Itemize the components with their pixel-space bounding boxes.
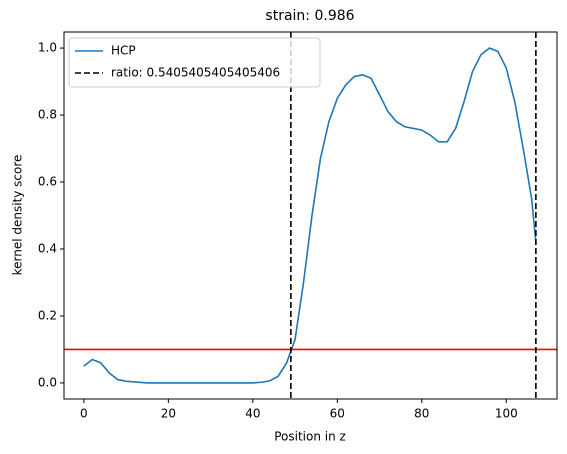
x-tick-label: 100 <box>495 407 518 421</box>
legend-label: ratio: 0.5405405405405406 <box>111 66 280 80</box>
x-tick-label: 60 <box>330 407 345 421</box>
y-tick-label: 0.4 <box>38 241 57 255</box>
legend-label: HCP <box>111 44 136 58</box>
y-tick-label: 0.8 <box>38 108 57 122</box>
x-tick-label: 20 <box>161 407 176 421</box>
x-tick-label: 40 <box>245 407 260 421</box>
y-tick-label: 0.0 <box>38 375 57 389</box>
x-tick-label: 80 <box>414 407 429 421</box>
y-axis-label: kernel density score <box>11 155 25 276</box>
axes-frame <box>63 31 558 400</box>
y-tick-label: 0.6 <box>38 175 57 189</box>
y-tick-label: 0.2 <box>38 308 57 322</box>
x-axis-label: Position in z <box>274 430 346 444</box>
x-tick-label: 0 <box>80 407 88 421</box>
y-tick-label: 1.0 <box>38 41 57 55</box>
data-line <box>83 47 537 384</box>
legend-box <box>68 37 321 88</box>
chart-title: strain: 0.986 <box>265 8 354 24</box>
